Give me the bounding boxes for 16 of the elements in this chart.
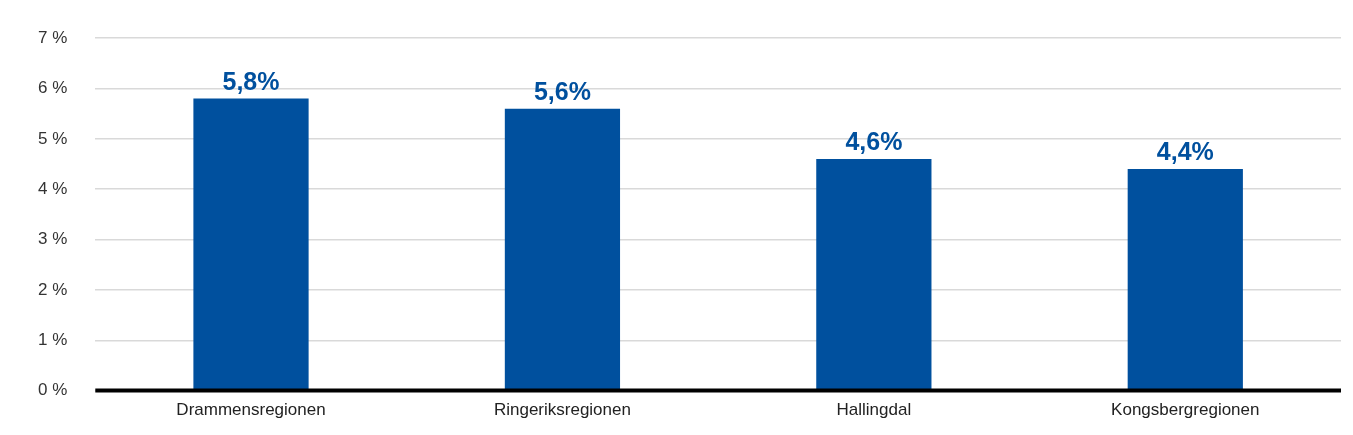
y-tick-label: 5 % [38, 128, 68, 148]
y-tick-label: 6 % [38, 78, 68, 98]
y-tick-label: 4 % [38, 178, 68, 198]
x-tick-label: Ringeriksregionen [493, 400, 631, 420]
x-tick-label: Kongsbergregionen [1111, 400, 1260, 420]
data-label: 5,8% [222, 67, 280, 95]
data-label: 4,6% [845, 127, 903, 156]
x-tick-label: Hallingdal [836, 400, 912, 420]
data-label: 5,6% [533, 77, 591, 106]
x-tick-label: Drammensregionen [176, 400, 326, 420]
y-tick-label: 0 % [38, 380, 68, 400]
y-tick-label: 1 % [38, 329, 68, 349]
y-tick-label: 2 % [38, 279, 68, 299]
y-tick-label: 3 % [38, 229, 68, 249]
data-label: 4,4% [1156, 137, 1214, 166]
y-tick-label: 7 % [38, 27, 68, 47]
